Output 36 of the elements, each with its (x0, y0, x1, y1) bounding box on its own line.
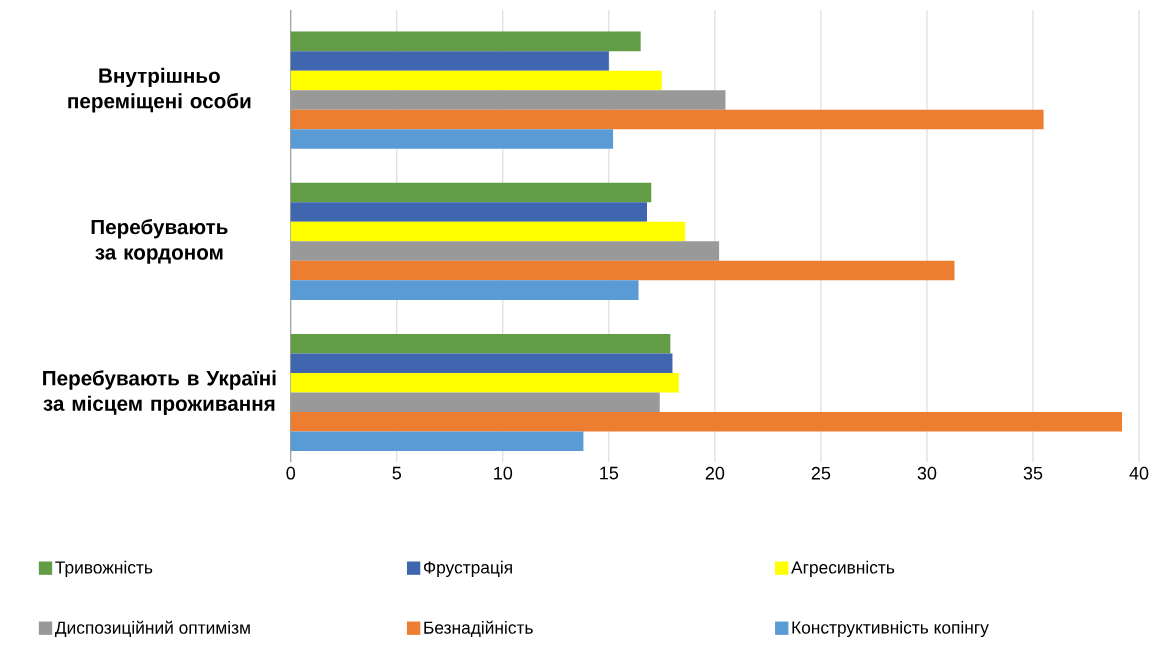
bar (290, 31, 641, 52)
x-tick-label: 5 (392, 466, 402, 480)
bar (290, 202, 648, 222)
bar (290, 129, 614, 149)
x-tick-label: 15 (600, 466, 619, 480)
legend-label: Диспозиційний оптимізм (54, 620, 250, 638)
bar (290, 90, 726, 110)
legend-label: Агресивність (791, 560, 895, 577)
legend-label: Конструктивність копінгу (792, 620, 989, 637)
bar (290, 333, 671, 354)
bar (290, 431, 584, 451)
x-tick-label: 30 (917, 466, 937, 480)
x-tick-label: 20 (705, 466, 725, 480)
legend-label: Безнадійність (424, 620, 533, 638)
bar (290, 221, 686, 242)
y-tick-label: Перебувають за кордоном (91, 218, 228, 264)
y-tick-label: Перебувають в Україні за місцем проживання (43, 370, 276, 415)
bar (290, 392, 660, 412)
x-tick-label: 25 (811, 466, 831, 480)
bar (290, 182, 652, 203)
legend-label: Фрустрація (423, 560, 512, 577)
x-tick-label: 40 (1129, 466, 1149, 480)
x-tick-label: 0 (286, 466, 296, 480)
bar (290, 411, 1123, 432)
bar (290, 70, 662, 91)
y-tick-label: Внутрішньо переміщені особи (68, 67, 251, 113)
bar (290, 280, 639, 300)
legend-label: Тривожність (55, 560, 153, 577)
x-tick-label: 35 (1023, 466, 1043, 480)
bar (290, 241, 720, 261)
bar (290, 353, 673, 373)
bar (290, 109, 1044, 130)
bar (290, 372, 679, 393)
x-tick-label: 10 (494, 466, 513, 480)
bar (290, 260, 955, 281)
bar (290, 51, 609, 71)
